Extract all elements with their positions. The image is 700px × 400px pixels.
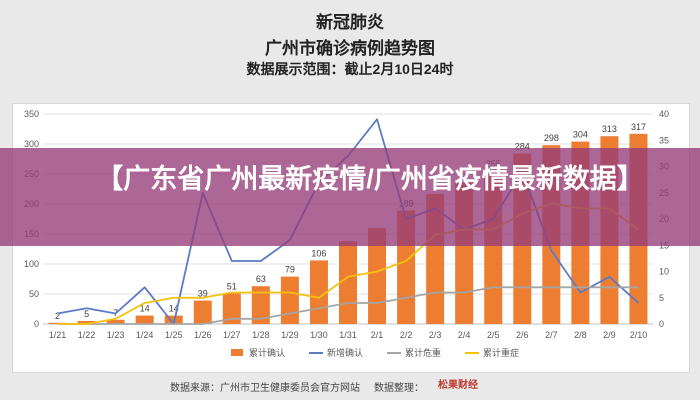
legend-label: 累计确认: [249, 347, 285, 358]
bar-value-label: 51: [227, 281, 237, 291]
x-tick-label: 2/10: [630, 330, 648, 340]
brand-logo: 松果财经: [438, 380, 478, 391]
data-source: 数据来源：广州市卫生健康委员会官方网站: [170, 383, 360, 394]
bar-value-label: 298: [544, 133, 559, 143]
x-tick-label: 2/9: [603, 330, 616, 340]
x-tick-label: 2/7: [545, 330, 558, 340]
bar-value-label: 106: [311, 248, 326, 258]
bar: [338, 241, 358, 324]
x-tick-label: 1/23: [107, 330, 125, 340]
x-tick-label: 1/28: [252, 330, 270, 340]
x-tick-label: 1/29: [281, 330, 299, 340]
chart-title-main: 新冠肺炎: [316, 13, 384, 32]
bar-value-label: 284: [515, 142, 530, 152]
bar: [251, 286, 270, 324]
x-tick-label: 2/3: [429, 330, 442, 340]
x-tick-label: 1/21: [49, 330, 67, 340]
bar: [280, 276, 299, 324]
y-left-tick-label: 50: [29, 289, 39, 299]
x-tick-label: 1/25: [165, 330, 183, 340]
chart-title-sub: 广州市确诊病例趋势图: [265, 39, 435, 58]
x-tick-label: 1/26: [194, 330, 212, 340]
bar: [368, 228, 387, 324]
data-range-note: 数据展示范围：截止2月10日24时: [246, 61, 454, 77]
y-right-tick-label: 40: [659, 109, 669, 119]
y-right-tick-label: 10: [659, 267, 669, 277]
bar: [135, 315, 154, 324]
y-right-tick-label: 0: [659, 319, 664, 329]
y-left-tick-label: 100: [24, 259, 39, 269]
bar-value-label: 304: [573, 130, 588, 140]
bar: [77, 321, 96, 324]
bar-value-label: 2: [55, 311, 60, 321]
bar: [222, 293, 241, 324]
y-right-tick-label: 35: [659, 135, 669, 145]
bar-value-label: 317: [631, 122, 646, 132]
bar-value-label: 5: [84, 309, 89, 319]
series-line: [57, 286, 639, 325]
bar: [106, 319, 125, 324]
bar-value-label: 14: [140, 304, 150, 314]
legend-label: 累计重症: [483, 347, 519, 358]
x-tick-label: 2/4: [458, 330, 471, 340]
x-tick-label: 2/8: [574, 330, 587, 340]
headline-banner: 【广东省广州最新疫情/广州省疫情最新数据】: [0, 148, 700, 246]
y-left-tick-label: 0: [34, 319, 39, 329]
x-tick-label: 2/5: [487, 330, 500, 340]
y-left-tick-label: 350: [24, 109, 39, 119]
legend-swatch: [231, 349, 243, 356]
bar: [193, 300, 212, 324]
bar-value-label: 79: [285, 265, 295, 275]
bar-value-label: 14: [169, 304, 179, 314]
y-left-tick-label: 300: [24, 139, 39, 149]
x-tick-label: 1/27: [223, 330, 241, 340]
headline-text: 【广东省广州最新疫情/广州省疫情最新数据】: [96, 164, 644, 194]
x-tick-label: 1/22: [78, 330, 96, 340]
x-tick-label: 1/30: [310, 330, 328, 340]
x-tick-label: 1/24: [136, 330, 154, 340]
x-tick-label: 2/1: [371, 330, 384, 340]
y-right-tick-label: 5: [659, 293, 664, 303]
bar-value-label: 39: [198, 289, 208, 299]
data-organizer: 数据整理：: [374, 383, 424, 394]
bar-value-label: 313: [602, 124, 617, 134]
x-tick-label: 2/2: [400, 330, 413, 340]
legend-label: 新增确认: [327, 347, 363, 358]
legend-label: 累计危重: [405, 347, 441, 358]
x-tick-label: 2/6: [516, 330, 529, 340]
x-tick-label: 1/31: [339, 330, 357, 340]
bar-value-label: 63: [256, 274, 266, 284]
